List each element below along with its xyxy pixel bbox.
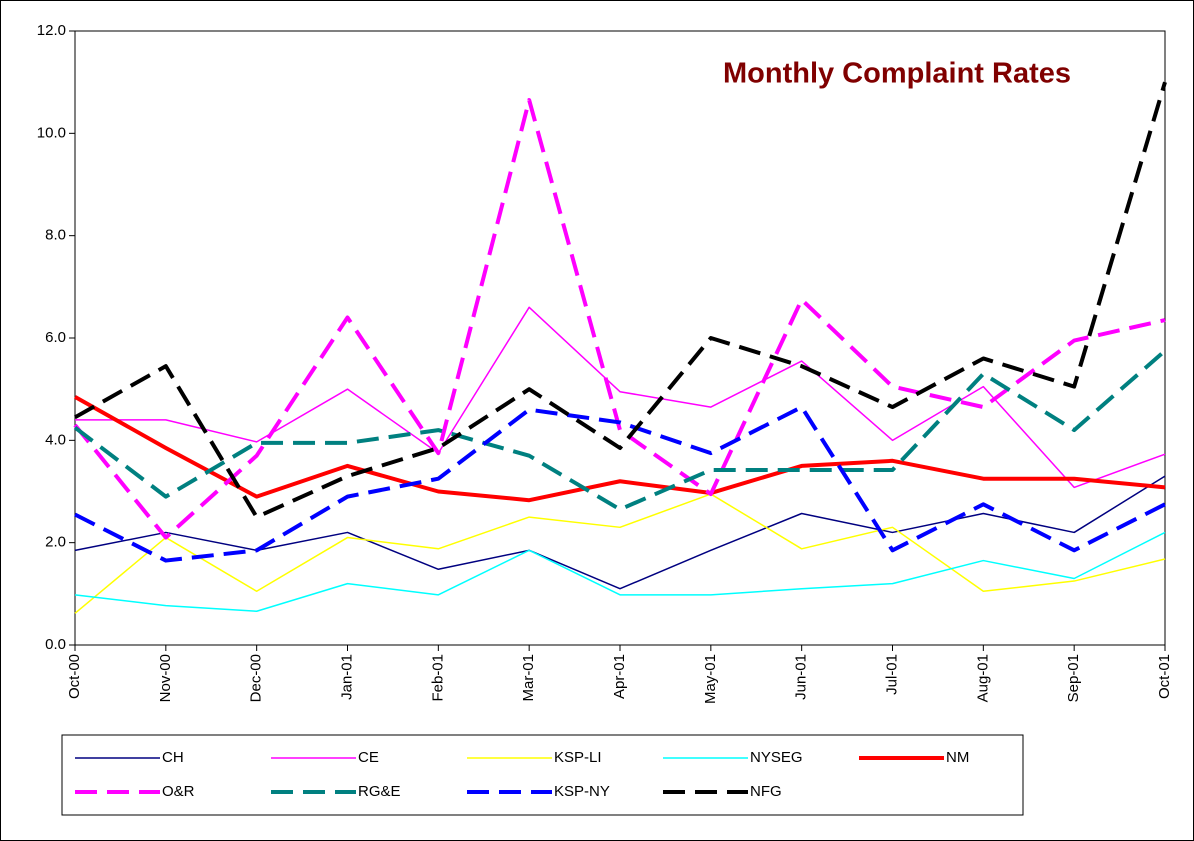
y-tick-label: 8.0: [45, 227, 66, 244]
legend-label: KSP-LI: [554, 749, 602, 766]
y-tick-label: 2.0: [45, 534, 66, 551]
series-line: [75, 306, 1166, 489]
legend-label: NYSEG: [750, 749, 803, 766]
x-tick-label: Feb-01: [429, 654, 446, 702]
series-line: [74, 81, 1167, 520]
x-tick-label: Jan-01: [338, 654, 355, 700]
series-line: [74, 395, 1166, 503]
y-tick-label: 10.0: [37, 124, 66, 141]
legend-label: KSP-NY: [554, 783, 610, 800]
x-tick-label: Oct-00: [66, 654, 83, 699]
x-tick-label: Dec-00: [248, 654, 265, 702]
series-line: [74, 493, 1166, 614]
legend-label: NFG: [750, 783, 782, 800]
x-tick-label: Sep-01: [1065, 654, 1082, 702]
x-tick-label: Nov-00: [157, 654, 174, 702]
x-tick-label: Apr-01: [611, 654, 628, 699]
legend-label: CE: [358, 749, 379, 766]
x-tick-label: Oct-01: [1156, 654, 1173, 699]
y-tick-label: 4.0: [45, 431, 66, 448]
series-line: [74, 405, 1166, 563]
x-tick-label: Aug-01: [974, 654, 991, 702]
legend-label: RG&E: [358, 783, 401, 800]
y-tick-label: 6.0: [45, 329, 66, 346]
x-tick-label: May-01: [702, 654, 719, 704]
legend-box: [61, 734, 1024, 816]
x-tick-label: Jun-01: [793, 654, 810, 700]
y-tick-label: 0.0: [45, 636, 66, 653]
x-tick-label: Mar-01: [520, 654, 537, 702]
legend-label: NM: [946, 749, 969, 766]
series-line: [74, 531, 1166, 612]
series-line: [73, 98, 1166, 540]
legend-label: O&R: [162, 783, 195, 800]
y-tick-label: 12.0: [37, 22, 66, 39]
legend-label: CH: [162, 749, 184, 766]
x-tick-label: Jul-01: [883, 654, 900, 695]
chart-title: Monthly Complaint Rates: [723, 58, 1071, 90]
